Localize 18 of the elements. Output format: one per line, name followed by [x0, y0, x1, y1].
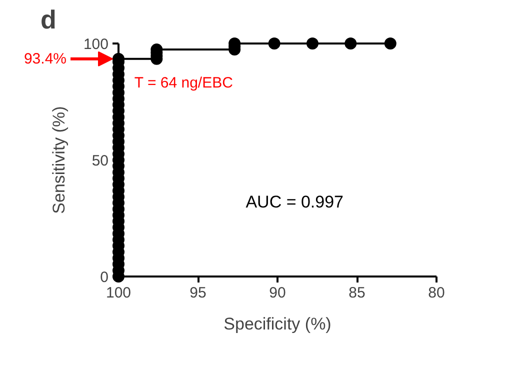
x-tick-label: 100 — [106, 284, 132, 302]
annotation: T = 64 ng/EBC — [134, 74, 234, 92]
y-tick-label: 50 — [92, 152, 109, 170]
point — [306, 38, 318, 50]
chart-title: d — [40, 4, 56, 34]
point — [384, 38, 396, 50]
y-axis-title: Sensitivity (%) — [49, 106, 68, 214]
x-tick-label: 95 — [190, 284, 206, 302]
y-tick-label: 100 — [83, 36, 109, 53]
x-tick-label: 80 — [428, 284, 445, 302]
x-tick-label: 85 — [348, 284, 366, 302]
point — [268, 38, 280, 50]
annotation: 93.4% — [24, 50, 67, 68]
x-tick-label: 90 — [269, 284, 286, 302]
annotation: AUC = 0.997 — [246, 192, 344, 212]
y-tick-label: 0 — [100, 269, 108, 286]
point — [344, 38, 357, 50]
x-axis-title: Specificity (%) — [224, 314, 332, 334]
